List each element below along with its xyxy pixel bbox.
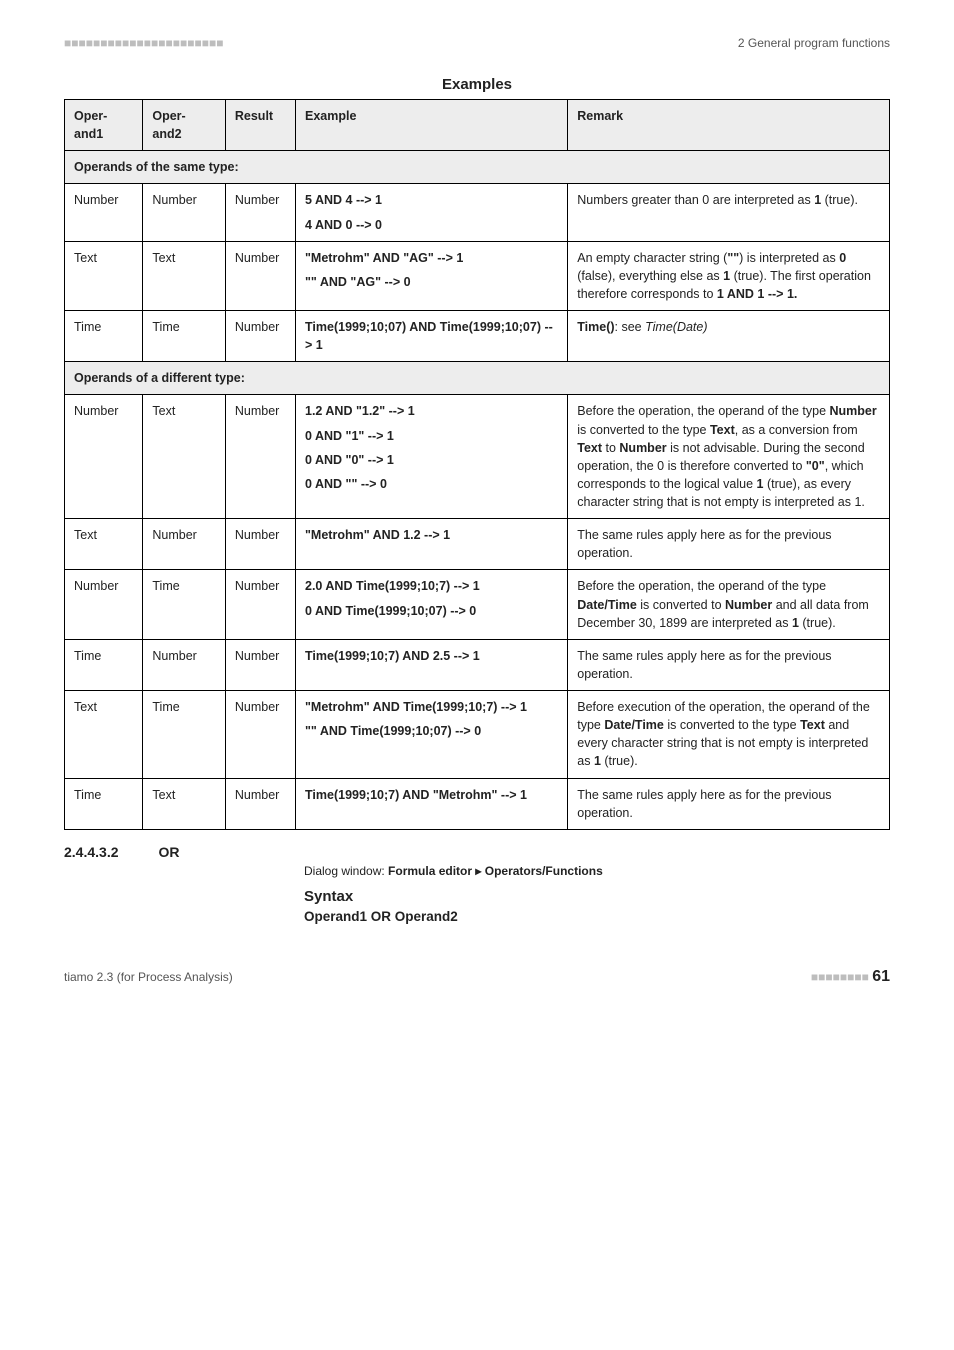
example-line: "Metrohm" AND 1.2 --> 1 — [305, 526, 558, 544]
cell-remark: Numbers greater than 0 are interpreted a… — [568, 184, 890, 241]
example-line: 5 AND 4 --> 1 — [305, 191, 558, 209]
section-number: 2.4.4.3.2 — [64, 844, 119, 860]
example-line: 4 AND 0 --> 0 — [305, 216, 558, 234]
cell-remark: Before execution of the operation, the o… — [568, 691, 890, 779]
table-section-row: Operands of a different type: — [65, 362, 890, 395]
syntax-subtitle: Operand1 OR Operand2 — [304, 909, 890, 924]
example-line: "" AND "AG" --> 0 — [305, 273, 558, 291]
cell-remark: An empty character string ("") is interp… — [568, 241, 890, 310]
footer-dots: ■■■■■■■■ — [811, 970, 869, 984]
section-heading: 2.4.4.3.2 OR — [64, 844, 890, 860]
cell-example: "Metrohm" AND 1.2 --> 1 — [296, 519, 568, 570]
cell-op1: Time — [65, 311, 143, 362]
cell-op1: Text — [65, 691, 143, 779]
table-row: NumberNumberNumber5 AND 4 --> 14 AND 0 -… — [65, 184, 890, 241]
example-line: Time(1999;10;7) AND "Metrohm" --> 1 — [305, 786, 558, 804]
cell-example: Time(1999;10;07) AND Time(1999;10;07) --… — [296, 311, 568, 362]
examples-title: Examples — [64, 76, 890, 93]
example-line: 0 AND "0" --> 1 — [305, 451, 558, 469]
cell-res: Number — [225, 691, 295, 779]
footer-right: ■■■■■■■■ 61 — [811, 968, 890, 986]
cell-res: Number — [225, 570, 295, 639]
footer-left: tiamo 2.3 (for Process Analysis) — [64, 970, 233, 984]
header: ■■■■■■■■■■■■■■■■■■■■■■ 2 General program… — [64, 36, 890, 50]
cell-op2: Text — [143, 778, 226, 829]
cell-op1: Time — [65, 639, 143, 690]
cell-remark: The same rules apply here as for the pre… — [568, 519, 890, 570]
cell-res: Number — [225, 639, 295, 690]
cell-op2: Time — [143, 311, 226, 362]
table-section-cell: Operands of a different type: — [65, 362, 890, 395]
cell-op1: Number — [65, 570, 143, 639]
cell-res: Number — [225, 519, 295, 570]
footer: tiamo 2.3 (for Process Analysis) ■■■■■■■… — [64, 968, 890, 986]
cell-remark: Time(): see Time(Date) — [568, 311, 890, 362]
table-header-row: Oper- and1 Oper- and2 Result Example Rem… — [65, 100, 890, 151]
th-example: Example — [296, 100, 568, 151]
cell-op2: Text — [143, 395, 226, 519]
cell-res: Number — [225, 778, 295, 829]
cell-op1: Text — [65, 241, 143, 310]
example-line: 0 AND "" --> 0 — [305, 475, 558, 493]
example-line: "Metrohm" AND "AG" --> 1 — [305, 249, 558, 267]
cell-op2: Time — [143, 570, 226, 639]
example-line: 0 AND Time(1999;10;07) --> 0 — [305, 602, 558, 620]
table-section-cell: Operands of the same type: — [65, 151, 890, 184]
examples-table: Oper- and1 Oper- and2 Result Example Rem… — [64, 99, 890, 830]
table-section-row: Operands of the same type: — [65, 151, 890, 184]
cell-remark: Before the operation, the operand of the… — [568, 570, 890, 639]
table-row: TextNumberNumber"Metrohm" AND 1.2 --> 1T… — [65, 519, 890, 570]
footer-page: 61 — [872, 968, 890, 985]
table-row: NumberTextNumber 1.2 AND "1.2" --> 1 0 AND… — [65, 395, 890, 519]
cell-res: Number — [225, 184, 295, 241]
example-line: Time(1999;10;07) AND Time(1999;10;07) --… — [305, 318, 558, 354]
cell-res: Number — [225, 311, 295, 362]
cell-example: 5 AND 4 --> 1 4 AND 0 --> 0 — [296, 184, 568, 241]
section-title: OR — [159, 844, 180, 860]
table-row: TimeTextNumber Time(1999;10;7) AND "Metro… — [65, 778, 890, 829]
cell-op2: Text — [143, 241, 226, 310]
th-remark: Remark — [568, 100, 890, 151]
table-row: TimeNumberNumberTime(1999;10;7) AND 2.5 … — [65, 639, 890, 690]
th-operand2-text: Oper- and2 — [152, 109, 185, 141]
header-left-dots: ■■■■■■■■■■■■■■■■■■■■■■ — [64, 36, 223, 50]
table-row: TextTimeNumber"Metrohm" AND Time(1999;10… — [65, 691, 890, 779]
cell-remark: Before the operation, the operand of the… — [568, 395, 890, 519]
cell-example: Time(1999;10;7) AND "Metrohm" --> 1 — [296, 778, 568, 829]
th-operand2: Oper- and2 — [143, 100, 226, 151]
cell-remark: The same rules apply here as for the pre… — [568, 778, 890, 829]
cell-op2: Number — [143, 639, 226, 690]
table-row: TextTextNumber"Metrohm" AND "AG" --> 1""… — [65, 241, 890, 310]
cell-example: "Metrohm" AND Time(1999;10;7) --> 1 "" AN… — [296, 691, 568, 779]
cell-op1: Time — [65, 778, 143, 829]
cell-op1: Number — [65, 184, 143, 241]
th-operand1: Oper- and1 — [65, 100, 143, 151]
cell-op1: Text — [65, 519, 143, 570]
cell-example: "Metrohm" AND "AG" --> 1 "" AND "AG" --> … — [296, 241, 568, 310]
dialog-window-line: Dialog window: Formula editor ▸ Operator… — [304, 864, 890, 878]
cell-example: Time(1999;10;7) AND 2.5 --> 1 — [296, 639, 568, 690]
cell-op2: Time — [143, 691, 226, 779]
cell-op2: Number — [143, 184, 226, 241]
example-line: 0 AND "1" --> 1 — [305, 427, 558, 445]
example-line: 1.2 AND "1.2" --> 1 — [305, 402, 558, 420]
header-right: 2 General program functions — [738, 36, 890, 50]
table-row: NumberTimeNumber2.0 AND Time(1999;10;7) … — [65, 570, 890, 639]
cell-example: 1.2 AND "1.2" --> 1 0 AND "1" --> 1 0 AND … — [296, 395, 568, 519]
syntax-title: Syntax — [304, 888, 890, 905]
example-line: Time(1999;10;7) AND 2.5 --> 1 — [305, 647, 558, 665]
cell-example: 2.0 AND Time(1999;10;7) --> 1 0 AND Time(… — [296, 570, 568, 639]
cell-op2: Number — [143, 519, 226, 570]
table-row: TimeTimeNumberTime(1999;10;07) AND Time(… — [65, 311, 890, 362]
example-line: 2.0 AND Time(1999;10;7) --> 1 — [305, 577, 558, 595]
cell-remark: The same rules apply here as for the pre… — [568, 639, 890, 690]
th-operand1-text: Oper- and1 — [74, 109, 107, 141]
th-result: Result — [225, 100, 295, 151]
cell-op1: Number — [65, 395, 143, 519]
cell-res: Number — [225, 395, 295, 519]
cell-res: Number — [225, 241, 295, 310]
example-line: "Metrohm" AND Time(1999;10;7) --> 1 — [305, 698, 558, 716]
example-line: "" AND Time(1999;10;07) --> 0 — [305, 722, 558, 740]
